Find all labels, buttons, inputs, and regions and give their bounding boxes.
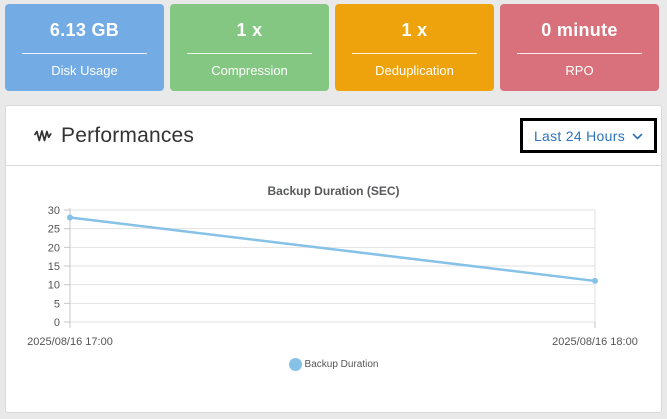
card-divider bbox=[187, 53, 312, 54]
panel-title: Performances bbox=[61, 123, 195, 147]
disk-usage-label: Disk Usage bbox=[51, 63, 118, 78]
time-range-value: Last 24 Hours bbox=[533, 127, 625, 144]
performances-panel: Performances Last 24 Hours Backup Durati… bbox=[5, 105, 662, 413]
svg-text:20: 20 bbox=[48, 242, 60, 254]
chart-area: Backup Duration (SEC) 0 5 10 15 20 25 30 2025/0… bbox=[6, 184, 661, 371]
svg-text:10: 10 bbox=[48, 280, 60, 292]
rpo-card: 0 minute RPO bbox=[500, 4, 659, 91]
compression-value: 1 x bbox=[236, 20, 263, 40]
rpo-value: 0 minute bbox=[541, 20, 618, 40]
svg-text:15: 15 bbox=[48, 261, 60, 273]
svg-text:0: 0 bbox=[54, 317, 60, 329]
disk-usage-card: 6.13 GB Disk Usage bbox=[5, 4, 164, 91]
time-range-select[interactable]: Last 24 Hours bbox=[519, 118, 657, 153]
legend-marker-icon bbox=[288, 358, 302, 371]
pulse-icon bbox=[34, 129, 52, 141]
panel-header: Performances Last 24 Hours bbox=[6, 106, 661, 166]
legend-label: Backup Duration bbox=[304, 359, 379, 370]
chart-title: Backup Duration (SEC) bbox=[267, 184, 400, 198]
card-divider bbox=[517, 53, 642, 54]
disk-usage-value: 6.13 GB bbox=[49, 20, 120, 40]
chevron-down-icon bbox=[632, 133, 643, 139]
stat-cards: 6.13 GB Disk Usage 1 x Compression 1 x D… bbox=[5, 4, 659, 91]
deduplication-value: 1 x bbox=[401, 20, 428, 40]
compression-label: Compression bbox=[211, 63, 288, 78]
svg-text:5: 5 bbox=[54, 298, 60, 310]
chart-legend-item[interactable]: Backup Duration bbox=[6, 358, 661, 371]
svg-text:2025/08/16 17:00: 2025/08/16 17:00 bbox=[27, 336, 113, 348]
card-divider bbox=[22, 53, 147, 54]
deduplication-label: Deduplication bbox=[375, 63, 454, 78]
rpo-label: RPO bbox=[565, 63, 594, 78]
card-divider bbox=[352, 53, 477, 54]
svg-text:30: 30 bbox=[48, 206, 60, 217]
compression-card: 1 x Compression bbox=[170, 4, 329, 91]
backup-duration-chart: 0 5 10 15 20 25 30 2025/08/16 17:00 2025/08/16 1… bbox=[27, 206, 638, 348]
svg-text:2025/08/16 18:00: 2025/08/16 18:00 bbox=[552, 336, 638, 348]
svg-text:25: 25 bbox=[48, 224, 60, 236]
deduplication-card: 1 x Deduplication bbox=[335, 4, 494, 91]
